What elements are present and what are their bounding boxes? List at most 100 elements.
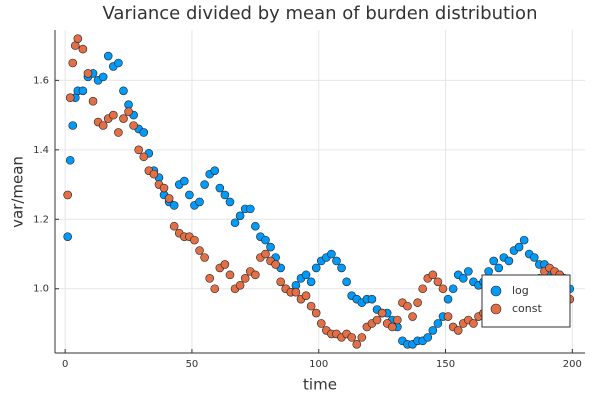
scatter-point [311,263,321,273]
scatter-point [428,270,438,280]
scatter-point [73,34,83,43]
scatter-point [190,235,199,245]
scatter-point [180,176,189,186]
scatter-point [215,183,225,193]
scatter-point [519,235,529,245]
scatter-point [377,308,387,318]
scatter-point [119,114,128,123]
scatter-point [504,256,514,266]
y-tick-label: 1.2 [33,214,49,225]
scatter-point [367,294,377,304]
y-axis-label: var/mean [9,156,27,228]
scatter-point [205,274,214,283]
scatter-point [332,256,341,266]
scatter-point [245,204,255,214]
scatter-point [469,319,478,328]
scatter-point [352,340,362,349]
scatter-point [68,58,78,68]
scatter-point [119,86,128,96]
scatter-point [98,121,108,130]
scatter-point [235,280,245,290]
scatter-point [63,232,72,241]
scatter-point [266,242,275,252]
scatter-point [357,333,367,342]
scatter-point [195,246,204,255]
scatter-point [403,301,412,311]
scatter-point [489,256,499,266]
scatter-point [433,319,443,328]
scatter-point [200,253,209,262]
scatter-point [78,86,88,96]
scatter-point [103,51,113,61]
scatter-point [220,260,230,269]
scatter-point [484,267,493,276]
scatter-point [514,242,524,252]
scatter-point [83,69,93,78]
scatter-point [291,287,301,297]
y-tick-label: 1.6 [33,75,49,86]
scatter-point [301,270,311,280]
scatter-point [347,333,356,342]
chart-title: Variance divided by mean of burden distr… [103,3,538,24]
scatter-point [529,253,539,262]
scatter-point [433,277,443,287]
scatter-point [139,152,149,162]
scatter-point [311,308,321,318]
y-tick-label: 1.0 [33,284,49,295]
scatter-point [230,218,240,228]
scatter-point [418,284,428,294]
scatter-point [342,277,351,287]
scatter-point [453,326,463,335]
scatter-point [225,197,235,207]
scatter-point [448,284,458,294]
scatter-point [240,274,250,283]
scatter-point [109,110,118,120]
scatter-point [78,44,88,54]
scatter-point [443,294,453,304]
scatter-point [225,270,235,280]
scatter-point [408,312,417,321]
scatter-point [443,312,453,321]
scatter-point [185,190,194,200]
scatter-point [210,166,220,175]
x-tick-label: 150 [436,359,455,370]
scatter-point [65,93,75,103]
x-tick-label: 200 [563,359,582,370]
scatter-point [98,72,108,82]
scatter-point [276,277,285,287]
scatter-point [124,107,133,116]
scatter-point [159,183,169,193]
legend-label: log [512,284,529,297]
x-tick-label: 50 [186,359,199,370]
scatter-point [139,128,149,137]
scatter-point [149,169,159,179]
scatter-point [393,315,402,325]
scatter-point [261,235,270,245]
scatter-point [169,201,179,210]
scatter-point [261,249,270,259]
scatter-point [413,298,422,307]
scatter-point [494,263,504,273]
scatter-point [316,319,326,328]
legend-box [481,274,571,328]
x-axis-label: time [303,376,337,394]
scatter-point [114,128,123,137]
scatter-point [387,322,397,332]
scatter-point [68,121,78,130]
scatter-point [251,270,260,280]
scatter-point [251,221,260,231]
scatter-point [134,145,143,155]
scatter-point [306,301,316,311]
scatter-point [114,58,123,68]
scatter-point [423,333,433,342]
scatter-point [220,190,230,200]
y-tick-label: 1.4 [33,145,49,156]
scatter-point [372,315,382,325]
scatter-point [164,194,174,203]
scatter-point [88,96,98,106]
scatter-point [337,263,346,273]
scatter-point [235,211,245,221]
scatter-point [327,249,336,259]
scatter-point [63,190,72,200]
